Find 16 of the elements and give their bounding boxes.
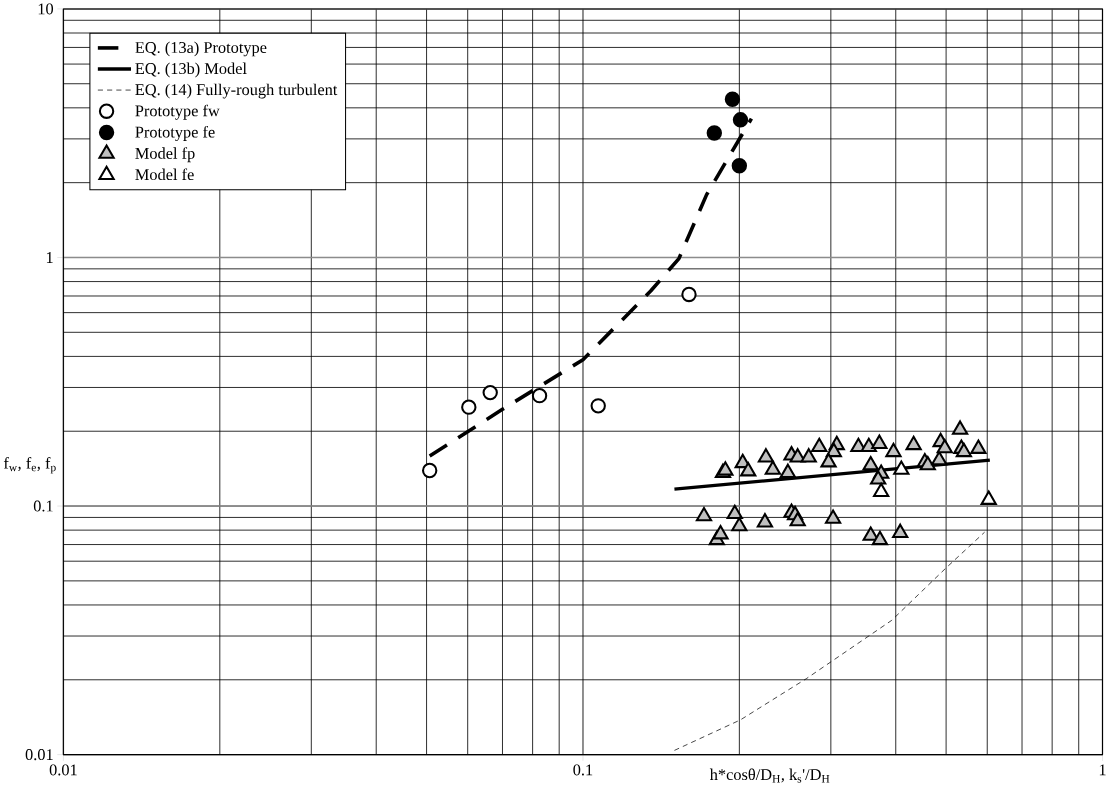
- legend-label: Model fe: [135, 168, 194, 181]
- legend-label: Prototype fe: [135, 125, 215, 141]
- y-tick-label: 0.1: [33, 500, 53, 512]
- y-tick-label: 10: [38, 3, 54, 15]
- legend-label: Model fp: [135, 147, 195, 163]
- x-tick-label: 0.01: [49, 764, 77, 776]
- legend-label: Prototype fw: [135, 104, 220, 120]
- y-tick-label: 1: [46, 252, 53, 263]
- y-axis-title: f$_{w}$, f$_{e}$, f$_{p}$: [3, 456, 56, 474]
- legend-label: EQ. (13a) Prototype: [135, 41, 267, 57]
- legend-label: EQ. (14) Fully-rough turbulent: [135, 83, 338, 99]
- x-tick-label: 1: [1099, 764, 1106, 776]
- y-tick-label: 0.01: [25, 749, 53, 761]
- x-axis-title: h*cosθ/D$_{H}$, k$_{s}$'/D$_{H}$: [709, 768, 830, 783]
- legend-label: EQ. (13b) Model: [135, 62, 247, 78]
- x-tick-label: 0.1: [573, 764, 593, 776]
